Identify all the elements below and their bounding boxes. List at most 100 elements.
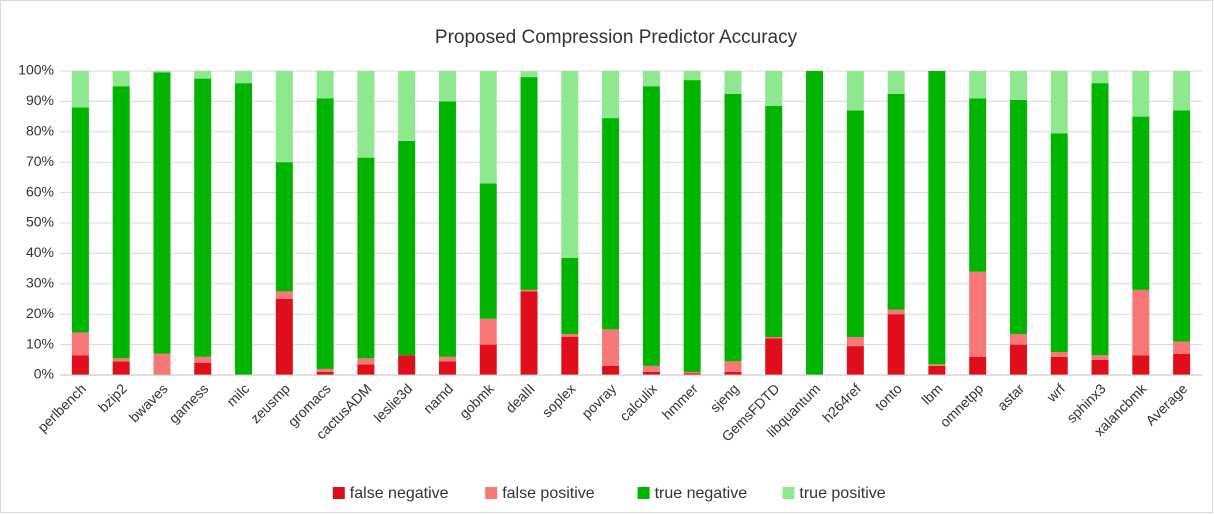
bar-segment xyxy=(153,71,171,73)
bar-segment xyxy=(1050,71,1068,134)
bar-segment xyxy=(275,162,293,292)
bar-segment xyxy=(71,332,89,356)
bar-segment xyxy=(683,371,701,374)
bar-segment xyxy=(602,118,620,330)
bar-segment xyxy=(1132,71,1150,117)
bar-segment xyxy=(887,71,905,94)
bar-segment xyxy=(275,71,293,163)
y-tick-label: 40% xyxy=(26,244,54,260)
bar-segment xyxy=(887,93,905,310)
bar-segment xyxy=(153,72,171,354)
bar-segment xyxy=(602,329,620,366)
bar-segment xyxy=(520,71,538,78)
bar-segment xyxy=(316,71,334,99)
legend-label: true negative xyxy=(655,485,748,502)
legend-label: false positive xyxy=(502,485,595,502)
bar-segment xyxy=(1091,71,1109,84)
bar-segment xyxy=(235,83,253,375)
bar-segment xyxy=(846,346,864,375)
bar-segment xyxy=(357,71,375,158)
bar-segment xyxy=(887,309,905,315)
bar-segment xyxy=(928,364,946,366)
bar-segment xyxy=(683,80,701,372)
bar-segment xyxy=(194,356,212,363)
bar-segment xyxy=(398,71,416,141)
y-tick-label: 0% xyxy=(34,366,54,382)
bar-segment xyxy=(683,71,701,81)
bar-segment xyxy=(1050,133,1068,353)
bar-segment xyxy=(479,318,497,345)
bar-segment xyxy=(398,140,416,356)
legend-swatch xyxy=(637,487,650,499)
bar-segment xyxy=(846,337,864,347)
bar-segment xyxy=(520,77,538,290)
bar-segment xyxy=(1009,333,1027,345)
y-tick-label: 90% xyxy=(26,92,54,108)
bar-segment xyxy=(642,86,660,366)
bar-segment xyxy=(316,371,334,375)
y-tick-label: 100% xyxy=(18,62,54,78)
bar-segment xyxy=(275,299,293,375)
bar-segment xyxy=(561,71,579,258)
bar-segment xyxy=(1132,116,1150,290)
bar-segment xyxy=(1009,71,1027,100)
bar-segment xyxy=(846,71,864,111)
bar-segment xyxy=(724,71,742,94)
bar-segment xyxy=(765,71,783,106)
legend-label: true positive xyxy=(799,485,885,502)
bar-segment xyxy=(194,71,212,79)
chart-title: Proposed Compression Predictor Accuracy xyxy=(435,27,798,48)
bar-segment xyxy=(683,373,701,375)
legend-swatch xyxy=(332,487,345,499)
bar-segment xyxy=(806,71,824,375)
bar-segment xyxy=(724,371,742,375)
bar-segment xyxy=(642,71,660,87)
bar-segment xyxy=(316,98,334,369)
bar-segment xyxy=(724,361,742,372)
bar-segment xyxy=(602,365,620,375)
y-tick-label: 10% xyxy=(26,335,54,351)
bar-segment xyxy=(928,365,946,375)
bar-segment xyxy=(561,337,579,375)
bar-segment xyxy=(479,71,497,184)
bar-segment xyxy=(438,101,456,357)
legend-swatch xyxy=(782,487,795,499)
bar-segment xyxy=(438,356,456,362)
bar-segment xyxy=(357,157,375,359)
y-tick-label: 20% xyxy=(26,305,54,321)
bar-segment xyxy=(520,289,538,292)
bar-segment xyxy=(724,93,742,362)
bar-segment xyxy=(71,107,89,333)
bar-segment xyxy=(194,362,212,375)
bar-segment xyxy=(153,353,171,375)
bar-segment xyxy=(438,361,456,375)
bar-segment xyxy=(520,291,538,375)
bar-segment xyxy=(1173,110,1191,342)
bar-segment xyxy=(112,361,130,375)
bar-segment xyxy=(561,257,579,334)
bar-segment xyxy=(561,333,579,337)
bar-segment xyxy=(765,105,783,338)
bar-segment xyxy=(602,71,620,119)
bar-segment xyxy=(969,356,987,375)
bar-segment xyxy=(1091,83,1109,356)
bar-segment xyxy=(969,71,987,99)
bar-segment xyxy=(642,371,660,375)
bar-segment xyxy=(765,337,783,339)
bar-segment xyxy=(357,358,375,365)
bar-segment xyxy=(1132,289,1150,356)
bar-segment xyxy=(765,338,783,375)
bar-segment xyxy=(969,98,987,272)
bar-segment xyxy=(479,183,497,319)
bar-segment xyxy=(642,365,660,372)
y-tick-label: 70% xyxy=(26,153,54,169)
bar-segment xyxy=(1091,355,1109,360)
bar-segment xyxy=(316,368,334,372)
y-tick-label: 50% xyxy=(26,214,54,230)
y-tick-label: 60% xyxy=(26,183,54,199)
bar-segment xyxy=(1173,71,1191,111)
bar-segment xyxy=(235,71,253,84)
bar-segment xyxy=(1132,355,1150,375)
bar-segment xyxy=(1173,341,1191,354)
